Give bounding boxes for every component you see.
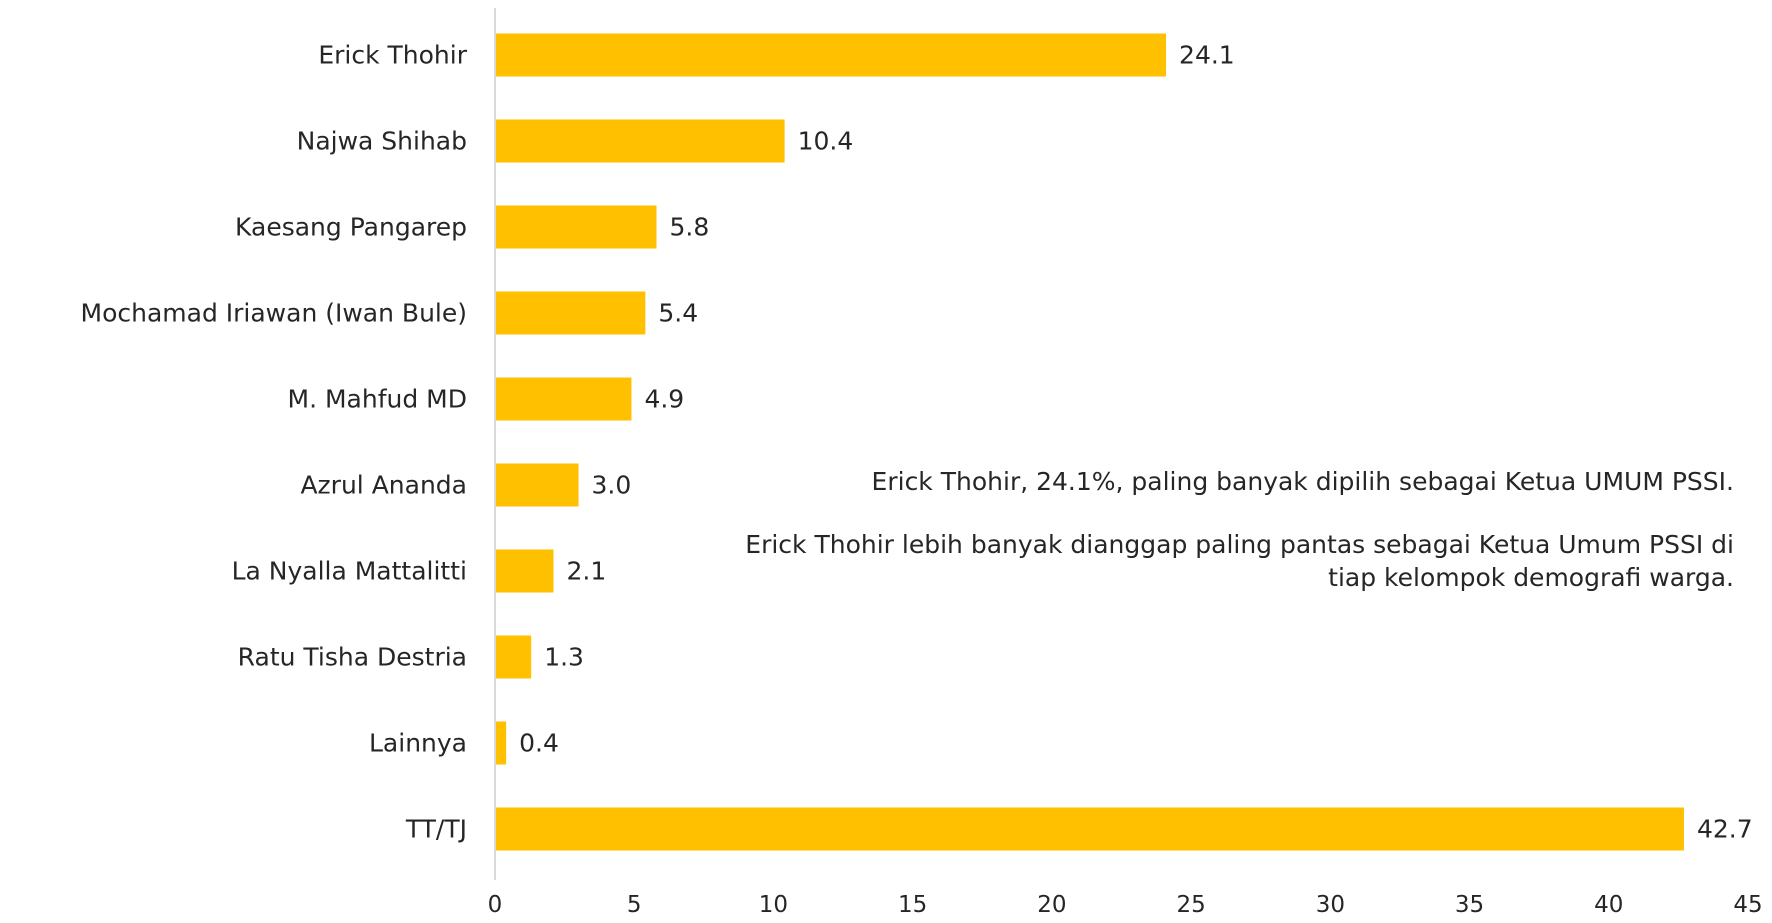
value-label: 42.7 — [1697, 815, 1753, 844]
value-label: 10.4 — [798, 127, 854, 156]
category-label: Azrul Ananda — [300, 471, 467, 500]
value-label: 3.0 — [592, 471, 632, 500]
annotation-secondary: Erick Thohir lebih banyak dianggap palin… — [745, 530, 1734, 592]
category-label: TT/TJ — [405, 815, 467, 844]
category-label: Ratu Tisha Destria — [238, 643, 467, 672]
x-tick-label: 20 — [1037, 892, 1066, 918]
bar — [495, 205, 657, 249]
bar — [495, 635, 532, 679]
bar — [495, 807, 1684, 851]
category-labels: Erick Thohir Najwa Shihab Kaesang Pangarep… — [81, 41, 468, 844]
x-axis-ticks: 0 5 10 15 20 25 30 35 40 45 — [488, 892, 1763, 918]
value-label: 24.1 — [1179, 41, 1235, 70]
x-tick-label: 0 — [488, 892, 503, 918]
x-tick-label: 40 — [1594, 892, 1623, 918]
bar — [495, 119, 785, 163]
category-label: M. Mahfud MD — [288, 385, 467, 414]
category-label: La Nyalla Mattalitti — [232, 557, 467, 586]
bar — [495, 463, 579, 507]
category-label: Erick Thohir — [318, 41, 467, 70]
x-tick-label: 25 — [1176, 892, 1205, 918]
bar — [495, 377, 632, 421]
value-label: 2.1 — [566, 557, 606, 586]
x-tick-label: 30 — [1316, 892, 1345, 918]
category-label: Najwa Shihab — [297, 127, 467, 156]
value-labels: 24.1 10.4 5.8 5.4 4.9 3.0 2.1 1.3 0.4 42.7 — [519, 41, 1752, 844]
x-tick-label: 45 — [1733, 892, 1762, 918]
value-label: 0.4 — [519, 729, 559, 758]
bars-group — [495, 33, 1684, 851]
value-label: 5.4 — [658, 299, 698, 328]
value-label: 1.3 — [544, 643, 584, 672]
bar — [495, 549, 554, 593]
x-tick-label: 10 — [759, 892, 788, 918]
category-label: Mochamad Iriawan (Iwan Bule) — [81, 299, 468, 328]
x-tick-label: 15 — [898, 892, 927, 918]
bar — [495, 291, 646, 335]
x-tick-label: 35 — [1455, 892, 1484, 918]
x-tick-label: 5 — [627, 892, 642, 918]
value-label: 5.8 — [669, 213, 709, 242]
category-label: Kaesang Pangarep — [235, 213, 467, 242]
bar — [495, 33, 1167, 77]
value-label: 4.9 — [644, 385, 684, 414]
bar — [495, 721, 507, 765]
category-label: Lainnya — [369, 729, 467, 758]
annotation-primary: Erick Thohir, 24.1%, paling banyak dipil… — [871, 467, 1734, 496]
